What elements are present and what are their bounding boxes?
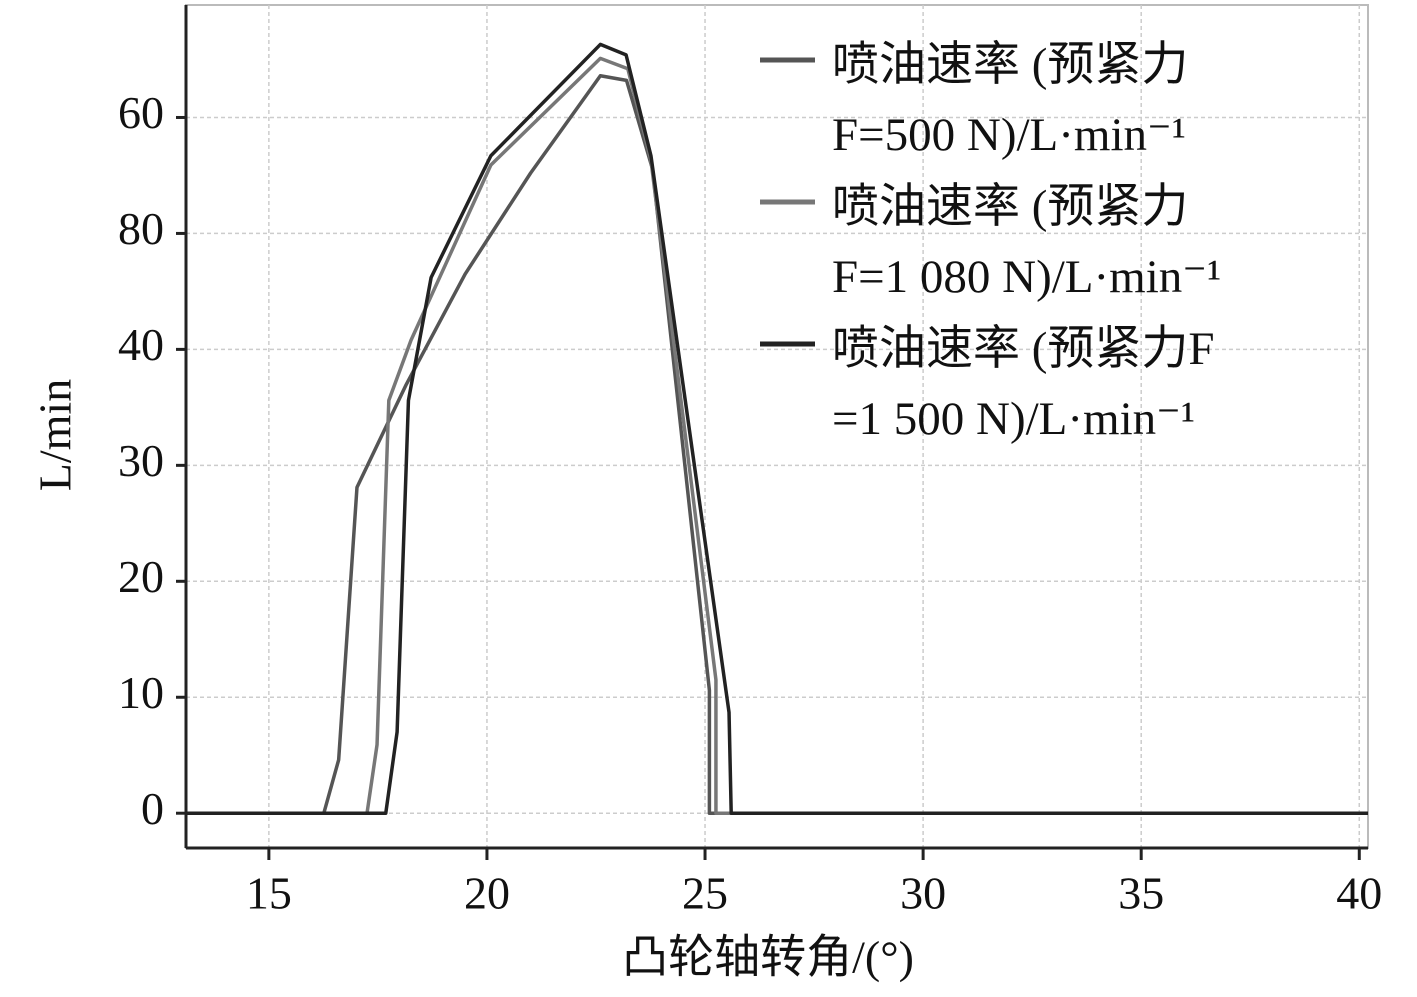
y-axis-label: L/min [30, 379, 81, 491]
x-tick-label: 25 [682, 868, 728, 919]
x-tick-label: 30 [900, 868, 946, 919]
y-tick-label: 80 [118, 203, 164, 254]
legend-entry: 喷油速率 (预紧力 F=1 080 N)/L·min⁻¹ [832, 181, 1222, 303]
y-tick-label: 40 [118, 319, 164, 370]
y-tick-label: 60 [118, 87, 164, 138]
series-line [186, 42, 1368, 815]
x-axis-label: 凸轮轴转角/(°) [622, 932, 914, 983]
y-tick-label: 20 [118, 551, 164, 602]
y-tick-label: 0 [141, 783, 164, 834]
series-line [186, 56, 1368, 815]
legend-entry: 喷油速率 (预紧力 F=500 N)/L·min⁻¹ [832, 39, 1189, 161]
y-tick-label: 30 [118, 435, 164, 486]
x-tick-label: 40 [1336, 868, 1382, 919]
legend-entry: 喷油速率 (预紧力F =1 500 N)/L·min⁻¹ [832, 323, 1215, 445]
y-tick-label: 10 [118, 667, 164, 718]
x-tick-label: 20 [464, 868, 510, 919]
x-tick-label: 15 [246, 868, 292, 919]
x-tick-label: 35 [1118, 868, 1164, 919]
series-line [186, 73, 1368, 815]
